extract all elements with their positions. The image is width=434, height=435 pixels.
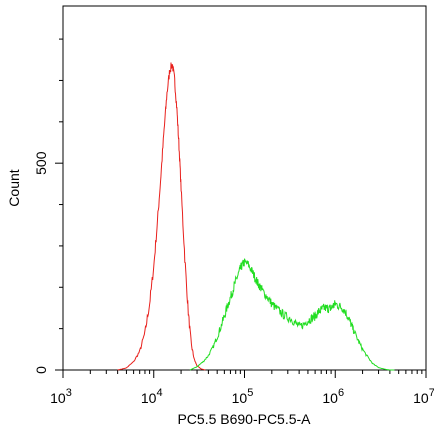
x-tick-exponent: 7 — [429, 387, 434, 399]
x-tick-label: 105 — [232, 387, 254, 406]
x-tick-base: 10 — [50, 390, 66, 406]
x-tick-base: 10 — [322, 390, 338, 406]
x-tick-base: 10 — [232, 390, 248, 406]
x-tick-base: 10 — [413, 390, 429, 406]
x-axis-title: PC5.5 B690-PC5.5-A — [177, 411, 311, 427]
series-line-green — [189, 258, 395, 371]
y-tick-label: 500 — [33, 151, 49, 175]
x-axis-ticks: 103 104 105 106 107 — [50, 370, 434, 406]
y-tick-label: 0 — [33, 366, 49, 374]
x-tick-base: 10 — [141, 390, 157, 406]
y-axis-title: Count — [6, 169, 22, 206]
series-layer — [117, 62, 395, 371]
x-tick-label: 106 — [322, 387, 344, 406]
x-tick-label: 107 — [413, 387, 434, 406]
y-axis-ticks: 0 500 — [33, 38, 63, 374]
x-tick-exponent: 4 — [156, 387, 162, 399]
x-tick-label: 103 — [50, 387, 72, 406]
plot-frame — [62, 5, 427, 371]
series-line-red — [117, 62, 206, 371]
x-tick-label: 104 — [141, 387, 163, 406]
x-tick-exponent: 5 — [247, 387, 253, 399]
x-tick-exponent: 3 — [66, 387, 72, 399]
x-tick-exponent: 6 — [338, 387, 344, 399]
